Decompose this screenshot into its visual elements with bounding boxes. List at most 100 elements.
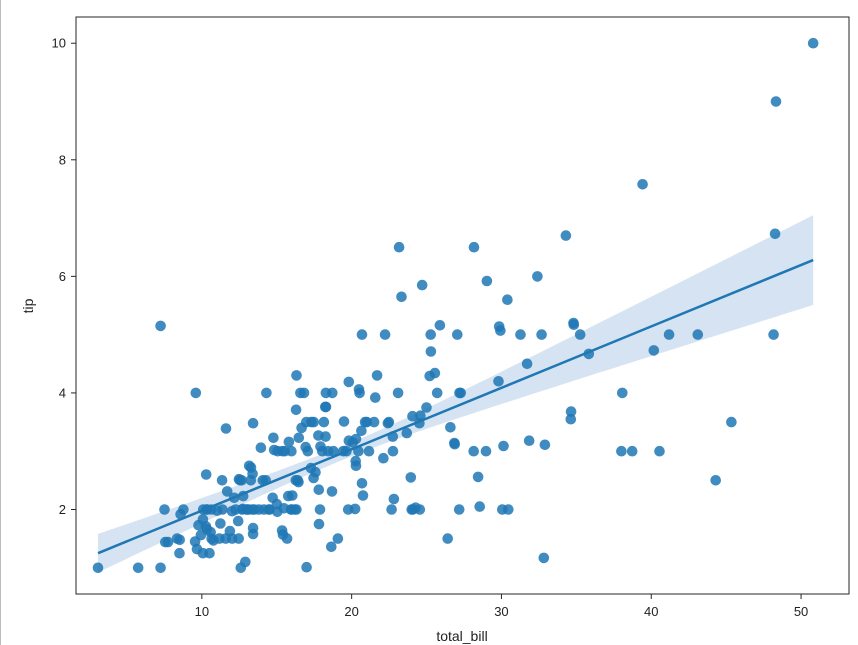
data-point [472, 471, 484, 483]
data-point [379, 329, 391, 340]
data-point [407, 410, 418, 422]
data-point [204, 547, 215, 559]
data-point [654, 445, 665, 457]
data-point [178, 504, 189, 515]
data-point [155, 320, 166, 332]
y-tick-label: 4 [59, 385, 66, 400]
data-point [293, 432, 305, 444]
data-point [327, 387, 338, 399]
data-points-layer [92, 37, 819, 574]
data-point [174, 534, 185, 546]
data-point [313, 518, 325, 530]
data-point [442, 533, 454, 544]
x-axis-ticks: 10 20 30 40 50 [195, 594, 808, 619]
data-point [132, 562, 144, 574]
data-point [155, 562, 166, 574]
regression-line-layer [97, 258, 814, 555]
y-tick-label: 2 [59, 502, 66, 517]
data-point [314, 504, 326, 515]
data-point [565, 413, 577, 425]
data-point [310, 466, 321, 478]
data-point [401, 427, 413, 439]
y-tick-label: 8 [59, 152, 66, 167]
data-point [356, 478, 368, 489]
data-point [293, 476, 304, 488]
data-point [769, 228, 781, 240]
y-tick-label: 6 [59, 269, 66, 284]
data-point [247, 468, 258, 480]
data-point [200, 469, 212, 480]
y-axis-ticks: 2 4 6 8 10 [52, 36, 76, 517]
data-point [617, 387, 628, 399]
data-point [726, 416, 737, 428]
data-point [445, 422, 456, 433]
data-point [174, 547, 185, 559]
data-point [474, 501, 486, 512]
data-point [770, 96, 782, 107]
data-point [560, 230, 572, 241]
data-point [431, 387, 443, 399]
data-point [291, 504, 302, 515]
data-point [232, 515, 244, 527]
data-point [523, 435, 535, 447]
data-point [286, 445, 297, 457]
data-point [162, 536, 174, 548]
confidence-band-layer [98, 215, 814, 573]
data-point [301, 561, 312, 573]
data-point [626, 445, 638, 457]
data-point [393, 241, 405, 253]
data-point [468, 445, 480, 457]
data-point [326, 541, 337, 553]
data-point [318, 416, 330, 428]
data-point [159, 504, 170, 515]
data-point [357, 490, 369, 501]
data-point [388, 493, 400, 505]
data-point [261, 387, 272, 399]
data-point [221, 486, 233, 497]
regression-line [97, 258, 814, 555]
data-point [368, 416, 380, 428]
data-point [468, 241, 480, 253]
data-point [386, 504, 397, 515]
data-point [539, 439, 551, 451]
data-point [268, 432, 279, 444]
plot-frame [75, 16, 850, 595]
data-point [453, 504, 465, 515]
data-point [247, 522, 259, 534]
data-point [220, 423, 232, 434]
data-point [356, 425, 367, 437]
data-point [308, 416, 320, 428]
data-point [807, 37, 819, 49]
data-point [370, 392, 381, 403]
data-point [414, 504, 426, 515]
data-point [255, 442, 267, 454]
data-point [338, 416, 350, 427]
data-point [392, 387, 404, 399]
data-point [233, 533, 244, 544]
data-point [452, 329, 463, 340]
data-point [495, 325, 506, 336]
data-point [281, 533, 293, 544]
data-point [416, 279, 428, 291]
x-tick-label: 40 [644, 604, 658, 619]
data-point [421, 402, 432, 413]
data-point [190, 387, 202, 399]
data-point [565, 406, 577, 417]
data-point [768, 329, 779, 340]
data-point [287, 490, 298, 501]
data-point [692, 329, 704, 340]
data-point [521, 358, 533, 370]
data-point [356, 329, 368, 340]
data-point [291, 370, 302, 381]
x-tick-label: 50 [794, 604, 808, 619]
data-point [371, 370, 383, 381]
x-tick-label: 30 [494, 604, 508, 619]
data-point [290, 404, 302, 416]
data-point [217, 504, 228, 515]
data-point [236, 475, 247, 486]
data-point [648, 345, 660, 356]
data-point [574, 329, 586, 340]
data-point [354, 387, 365, 399]
data-point [434, 320, 446, 331]
data-point [481, 275, 493, 287]
